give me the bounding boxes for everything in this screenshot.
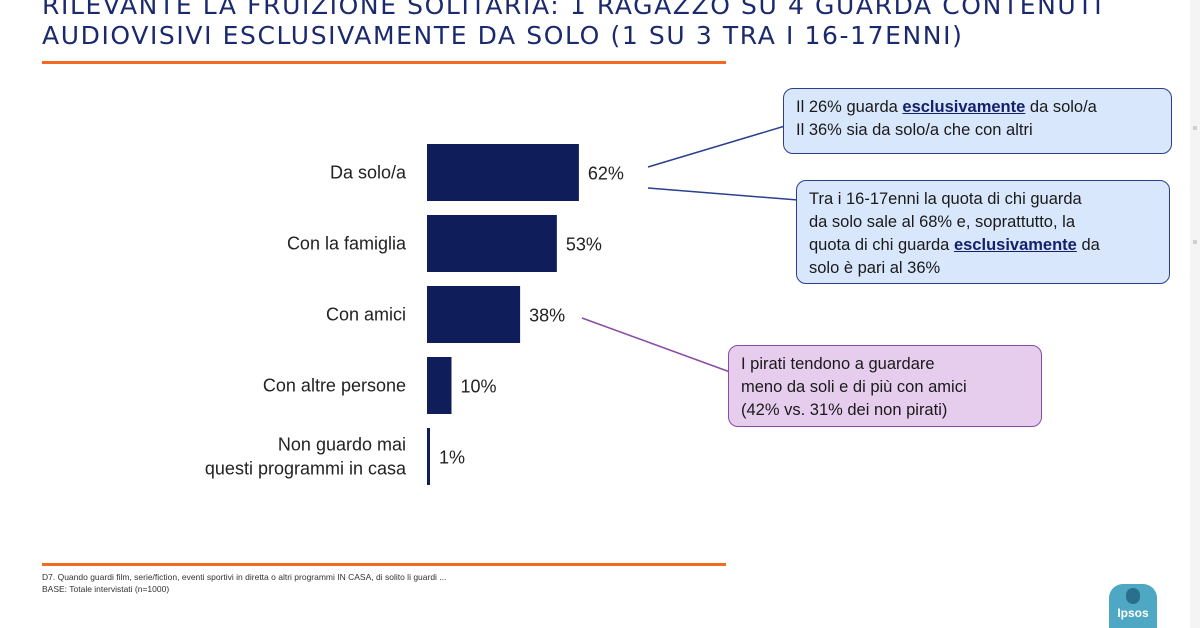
ipsos-logo: Ipsos bbox=[1109, 584, 1157, 628]
callout-solo-text-post: da solo/a bbox=[1025, 98, 1097, 116]
value-label-1: 53% bbox=[566, 235, 602, 255]
callout-pointer-solo bbox=[647, 125, 786, 168]
callout-solo-emphasis: esclusivamente bbox=[902, 98, 1026, 116]
bar-1 bbox=[427, 215, 557, 272]
category-label-3: Con altre persone bbox=[263, 376, 406, 396]
category-label-1: Con la famiglia bbox=[287, 234, 407, 254]
footer-divider bbox=[42, 563, 726, 566]
title-line-2: AUDIOVISIVI ESCLUSIVAMENTE DA SOLO (1 SU… bbox=[42, 21, 964, 50]
callout-solo-stats: Il 26% guarda esclusivamente da solo/a I… bbox=[783, 88, 1172, 154]
footnote: D7. Quando guardi film, serie/fiction, e… bbox=[42, 571, 446, 595]
value-label-3: 10% bbox=[461, 377, 497, 397]
logo-text: Ipsos bbox=[1117, 606, 1149, 620]
callout-teen-line-1: Tra i 16-17enni la quota di chi guarda bbox=[809, 190, 1082, 208]
footnote-question: D7. Quando guardi film, serie/fiction, e… bbox=[42, 572, 447, 582]
bar-4 bbox=[427, 428, 430, 485]
callout-pirates: I pirati tendono a guardare meno da soli… bbox=[728, 345, 1042, 427]
category-label-4-line-0: Non guardo mai bbox=[278, 435, 406, 455]
callout-pointer-pirates bbox=[581, 317, 731, 373]
scrollbar-mark bbox=[1193, 240, 1197, 244]
title-underline bbox=[42, 61, 726, 64]
callout-teen-text-post: da bbox=[1076, 236, 1100, 254]
bar-2 bbox=[427, 286, 521, 343]
callout-solo-line-1: Il 26% guarda esclusivamente da solo/a bbox=[796, 96, 1161, 119]
callout-pirates-line-3: (42% vs. 31% dei non pirati) bbox=[741, 401, 948, 419]
callout-teen-text-pre: quota di chi guarda bbox=[809, 236, 954, 254]
callout-teen-line-2: da solo sale al 68% e, soprattutto, la bbox=[809, 213, 1075, 231]
bar-3 bbox=[427, 357, 452, 414]
logo-mark-icon bbox=[1126, 588, 1140, 604]
callout-pirates-line-2: meno da soli e di più con amici bbox=[741, 378, 967, 396]
callout-teen-line-4: solo è pari al 36% bbox=[809, 259, 941, 277]
value-label-2: 38% bbox=[529, 306, 565, 326]
callout-teen-emphasis: esclusivamente bbox=[953, 236, 1077, 254]
scrollbar[interactable] bbox=[1190, 0, 1200, 628]
bar-0 bbox=[427, 144, 579, 201]
callout-teen-line-3: quota di chi guarda esclusivamente da bbox=[809, 234, 1159, 257]
callout-pirates-line-1: I pirati tendono a guardare bbox=[741, 355, 935, 373]
value-label-4: 1% bbox=[439, 448, 465, 468]
callout-solo-line-2: Il 36% sia da solo/a che con altri bbox=[796, 121, 1033, 139]
category-label-4-line-1: questi programmi in casa bbox=[205, 459, 407, 479]
page-title: RILEVANTE LA FRUIZIONE SOLITARIA: 1 RAGA… bbox=[42, 0, 1103, 51]
callout-teen-stats: Tra i 16-17enni la quota di chi guarda d… bbox=[796, 180, 1170, 284]
scrollbar-mark bbox=[1193, 126, 1197, 130]
callout-solo-text-pre: Il 26% guarda bbox=[796, 98, 903, 116]
value-label-0: 62% bbox=[588, 164, 624, 184]
category-label-2: Con amici bbox=[326, 305, 406, 325]
category-label-0: Da solo/a bbox=[330, 163, 407, 183]
callout-pointer-teen bbox=[647, 187, 799, 201]
footnote-base: BASE: Totale intervistati (n=1000) bbox=[42, 584, 170, 594]
title-line-1: RILEVANTE LA FRUIZIONE SOLITARIA: 1 RAGA… bbox=[42, 0, 1104, 20]
